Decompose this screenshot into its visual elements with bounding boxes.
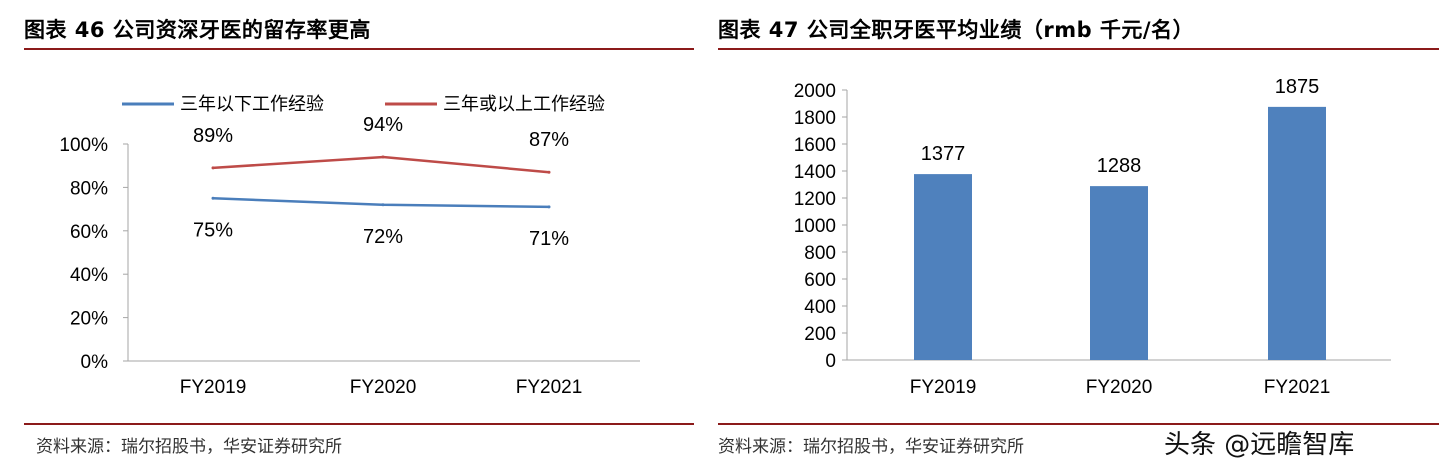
data-point xyxy=(381,203,385,207)
y-tick-label: 20% xyxy=(70,309,108,330)
y-tick-label: 1000 xyxy=(794,216,836,237)
retention-line-chart: 0% 20% 40% 60% 80% 100% FY2019 FY2020 FY2021 三年以下… xyxy=(59,94,640,398)
y-tick-label: 60% xyxy=(70,222,108,243)
bar xyxy=(1090,186,1148,360)
data-label: 72% xyxy=(363,226,403,248)
bar xyxy=(1268,106,1326,360)
data-label: 94% xyxy=(363,114,403,136)
y-tick-label: 0% xyxy=(81,352,109,373)
x-tick-label: FY2019 xyxy=(180,377,247,398)
right-figure-panel: 图表 47 公司全职牙医平均业绩（rmb 千元/名） 0 200 400 600 800… xyxy=(712,0,1449,475)
data-label: 1288 xyxy=(1097,155,1142,177)
y-tick-label: 1800 xyxy=(794,108,836,129)
y-tick-label: 800 xyxy=(804,243,836,264)
left-figure-panel: 图表 46 公司资深牙医的留存率更高 0% 20% 40% 60% 80% 100% FY2… xyxy=(0,0,700,475)
data-label: 1875 xyxy=(1275,76,1320,98)
data-point xyxy=(211,166,215,170)
legend-label: 三年以下工作经验 xyxy=(180,94,324,114)
data-label: 89% xyxy=(193,125,233,147)
data-label: 75% xyxy=(193,219,233,241)
y-tick-label: 0 xyxy=(825,351,836,372)
right-figure-title: 图表 47 公司全职牙医平均业绩（rmb 千元/名） xyxy=(718,18,1195,42)
data-label: 87% xyxy=(529,129,569,151)
data-label: 71% xyxy=(529,228,569,250)
y-tick-label: 1400 xyxy=(794,162,836,183)
left-source-rule xyxy=(24,423,694,425)
data-point xyxy=(211,196,215,200)
y-tick-label: 200 xyxy=(804,324,836,345)
x-tick-label: FY2021 xyxy=(1264,377,1331,398)
series-line xyxy=(212,197,550,209)
x-tick-label: FY2020 xyxy=(350,377,417,398)
right-title-rule xyxy=(718,48,1439,50)
bar xyxy=(914,174,972,360)
data-point xyxy=(547,170,551,174)
y-tick-label: 1200 xyxy=(794,189,836,210)
performance-bar-chart: 0 200 400 600 800 1000 1200 1400 1600 1800 2000 137… xyxy=(794,76,1391,398)
right-source-note: 资料来源：瑞尔招股书，华安证券研究所 xyxy=(718,437,1024,457)
x-tick-label: FY2021 xyxy=(516,377,583,398)
data-point xyxy=(381,155,385,159)
left-figure-title: 图表 46 公司资深牙医的留存率更高 xyxy=(24,18,371,42)
legend-label: 三年或以上工作经验 xyxy=(443,94,605,114)
y-tick-label: 600 xyxy=(804,270,836,291)
x-tick-label: FY2020 xyxy=(1086,377,1153,398)
y-tick-label: 400 xyxy=(804,297,836,318)
y-tick-label: 2000 xyxy=(794,81,836,102)
y-tick-label: 100% xyxy=(59,135,108,156)
data-point xyxy=(547,205,551,209)
y-tick-label: 1600 xyxy=(794,135,836,156)
left-source-note: 资料来源：瑞尔招股书，华安证券研究所 xyxy=(36,437,342,457)
data-label: 1377 xyxy=(921,143,966,165)
right-source-rule xyxy=(718,423,1439,425)
series-line xyxy=(212,155,550,174)
y-tick-label: 40% xyxy=(70,265,108,286)
left-title-rule xyxy=(24,48,694,50)
watermark-text: 头条 @远瞻智库 xyxy=(1164,430,1355,460)
x-tick-label: FY2019 xyxy=(910,377,977,398)
y-tick-label: 80% xyxy=(70,178,108,199)
